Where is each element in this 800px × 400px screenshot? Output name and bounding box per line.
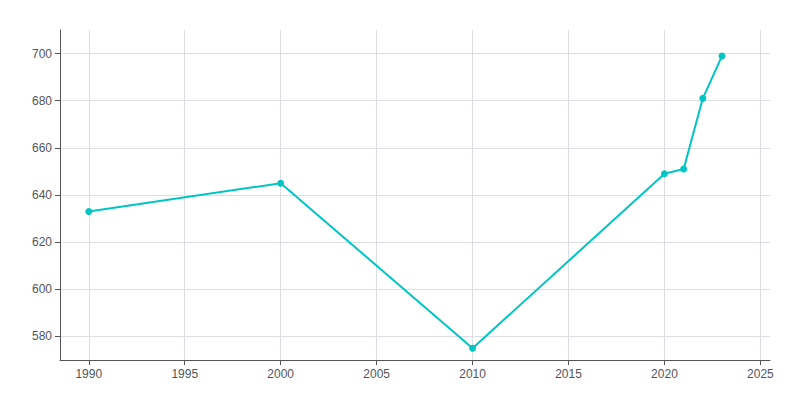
svg-text:620: 620 [32, 235, 52, 249]
svg-text:580: 580 [32, 329, 52, 343]
svg-text:2005: 2005 [363, 367, 390, 381]
svg-text:2020: 2020 [651, 367, 678, 381]
svg-text:2025: 2025 [747, 367, 774, 381]
svg-text:680: 680 [32, 94, 52, 108]
svg-text:1990: 1990 [75, 367, 102, 381]
svg-text:700: 700 [32, 47, 52, 61]
svg-text:640: 640 [32, 188, 52, 202]
svg-text:2010: 2010 [459, 367, 486, 381]
svg-text:2000: 2000 [267, 367, 294, 381]
svg-text:660: 660 [32, 141, 52, 155]
svg-text:600: 600 [32, 282, 52, 296]
svg-text:2015: 2015 [555, 367, 582, 381]
svg-text:1995: 1995 [171, 367, 198, 381]
